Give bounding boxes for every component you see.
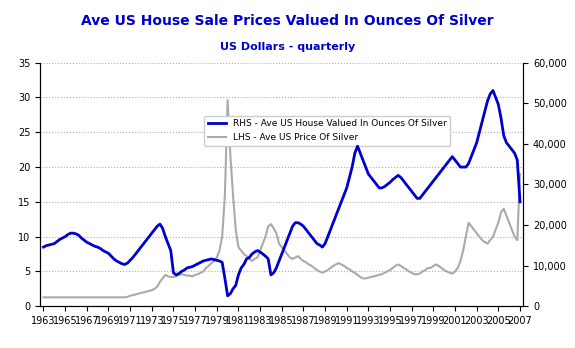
Legend: RHS - Ave US House Valued In Ounces Of Silver, LHS - Ave US Price Of Silver: RHS - Ave US House Valued In Ounces Of S…: [204, 116, 450, 145]
LHS - Ave US Price Of Silver: [324, 268, 331, 272]
RHS - Ave US House Valued In Ounces Of Silver: [516, 200, 523, 204]
RHS - Ave US House Valued In Ounces Of Silver: [389, 177, 396, 182]
LHS - Ave US Price Of Silver: [389, 266, 396, 270]
LHS - Ave US Price Of Silver: [516, 172, 523, 176]
RHS - Ave US House Valued In Ounces Of Silver: [40, 245, 47, 249]
Line: RHS - Ave US House Valued In Ounces Of Silver: RHS - Ave US House Valued In Ounces Of S…: [44, 90, 520, 296]
Text: Ave US House Sale Prices Valued In Ounces Of Silver: Ave US House Sale Prices Valued In Ounce…: [81, 14, 494, 28]
Text: US Dollars - quarterly: US Dollars - quarterly: [220, 42, 355, 52]
RHS - Ave US House Valued In Ounces Of Silver: [449, 155, 456, 159]
RHS - Ave US House Valued In Ounces Of Silver: [324, 235, 331, 239]
LHS - Ave US Price Of Silver: [175, 273, 182, 277]
Line: LHS - Ave US Price Of Silver: LHS - Ave US Price Of Silver: [44, 100, 520, 297]
RHS - Ave US House Valued In Ounces Of Silver: [335, 207, 342, 211]
LHS - Ave US Price Of Silver: [335, 261, 342, 265]
LHS - Ave US Price Of Silver: [449, 271, 456, 276]
LHS - Ave US Price Of Silver: [191, 273, 198, 277]
RHS - Ave US House Valued In Ounces Of Silver: [224, 294, 231, 298]
LHS - Ave US Price Of Silver: [40, 295, 47, 299]
RHS - Ave US House Valued In Ounces Of Silver: [489, 88, 496, 93]
LHS - Ave US Price Of Silver: [224, 98, 231, 102]
RHS - Ave US House Valued In Ounces Of Silver: [191, 263, 198, 267]
RHS - Ave US House Valued In Ounces Of Silver: [175, 271, 182, 276]
